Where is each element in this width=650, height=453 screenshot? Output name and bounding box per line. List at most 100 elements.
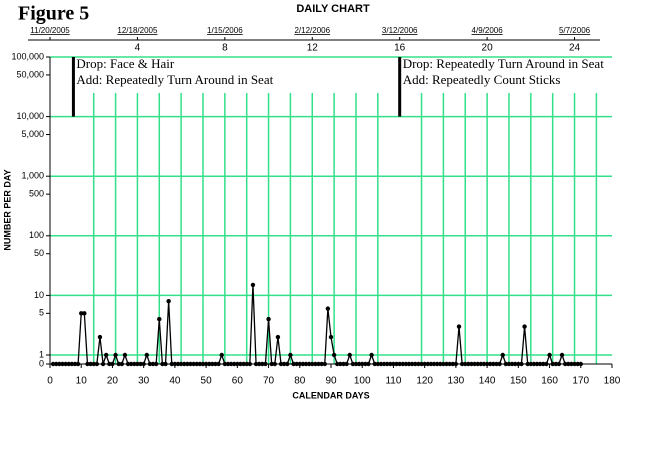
data-point [469, 361, 474, 367]
x-tick-label: 40 [169, 376, 181, 387]
data-point [428, 361, 434, 367]
data-point [434, 361, 440, 367]
data-point [422, 361, 427, 367]
week-label: 4 [135, 43, 141, 54]
week-label: 24 [569, 43, 581, 54]
data-point [116, 361, 121, 367]
x-tick-label: 60 [232, 376, 244, 387]
week-label: 20 [482, 43, 494, 54]
data-point [256, 361, 262, 367]
x-tick-label: 100 [354, 376, 371, 387]
data-point [178, 361, 184, 367]
data-point [135, 361, 140, 367]
data-point [438, 361, 443, 367]
data-point [397, 361, 402, 367]
data-point [97, 334, 103, 340]
date-label: 4/9/2006 [472, 26, 504, 35]
x-tick-label: 20 [107, 376, 119, 387]
date-label: 2/12/2006 [294, 26, 330, 35]
data-line [53, 284, 581, 365]
data-point [241, 361, 246, 367]
data-point [356, 361, 362, 367]
x-tick-label: 130 [448, 376, 465, 387]
data-point [113, 352, 118, 358]
data-point [63, 361, 68, 367]
data-point [54, 361, 59, 367]
x-tick-label: 160 [541, 376, 558, 387]
data-point [522, 324, 527, 329]
x-tick-label: 120 [416, 376, 433, 387]
data-point [85, 361, 90, 367]
data-point [157, 316, 162, 322]
data-point [385, 361, 390, 367]
date-label: 11/20/2005 [30, 26, 70, 35]
data-point [285, 361, 290, 367]
data-point [544, 361, 549, 367]
data-point [160, 361, 165, 367]
phase-note: Drop: Face & Hair [76, 56, 175, 71]
data-point [57, 361, 62, 367]
y-tick-label: 10 [34, 290, 44, 300]
data-point [547, 352, 552, 358]
data-point [447, 361, 452, 367]
data-point [269, 361, 274, 367]
data-point [509, 361, 515, 367]
data-point [416, 361, 421, 367]
data-point [110, 361, 115, 367]
data-point [559, 352, 565, 358]
data-point [475, 361, 480, 367]
data-point [375, 361, 381, 367]
data-point [153, 361, 159, 367]
date-label: 3/12/2006 [382, 26, 418, 35]
data-point [578, 361, 583, 367]
data-point [291, 361, 296, 367]
y-tick-label: 50 [34, 248, 44, 258]
y-tick-label: 5,000 [21, 129, 44, 139]
data-point [128, 361, 134, 367]
data-point [313, 361, 318, 367]
data-point [347, 352, 352, 358]
data-point [247, 361, 253, 367]
data-point [219, 352, 224, 358]
data-point [528, 361, 534, 367]
data-point [369, 352, 374, 358]
y-tick-label: 5 [39, 308, 44, 318]
data-point [372, 361, 377, 367]
data-point [409, 361, 415, 367]
data-point [363, 361, 368, 367]
data-point [222, 361, 228, 367]
y-tick-label: 100 [29, 230, 44, 240]
data-point [338, 361, 343, 367]
x-tick-label: 170 [572, 376, 589, 387]
data-point [104, 352, 109, 358]
data-point [400, 361, 406, 367]
x-tick-label: 90 [325, 376, 337, 387]
data-point [79, 311, 84, 316]
data-point [303, 361, 309, 367]
data-point [441, 361, 446, 367]
data-point [331, 352, 337, 358]
data-point [534, 361, 540, 367]
data-point [60, 361, 65, 367]
y-tick-label: 50,000 [16, 69, 44, 79]
data-point [472, 361, 477, 367]
data-point [391, 361, 396, 367]
data-point [444, 361, 449, 367]
data-point [150, 361, 156, 367]
y-tick-label: 500 [29, 189, 44, 199]
data-point [225, 361, 231, 367]
data-point [310, 361, 315, 367]
data-point [297, 361, 302, 367]
data-point [213, 361, 218, 367]
data-point [488, 361, 493, 367]
data-point [463, 361, 468, 367]
x-tick-label: 0 [47, 376, 53, 387]
data-point [360, 361, 365, 367]
data-point [478, 361, 484, 367]
data-point [328, 334, 334, 340]
data-point [244, 361, 249, 367]
data-point [166, 298, 171, 304]
data-point [253, 361, 259, 367]
x-tick-label: 110 [385, 376, 401, 387]
